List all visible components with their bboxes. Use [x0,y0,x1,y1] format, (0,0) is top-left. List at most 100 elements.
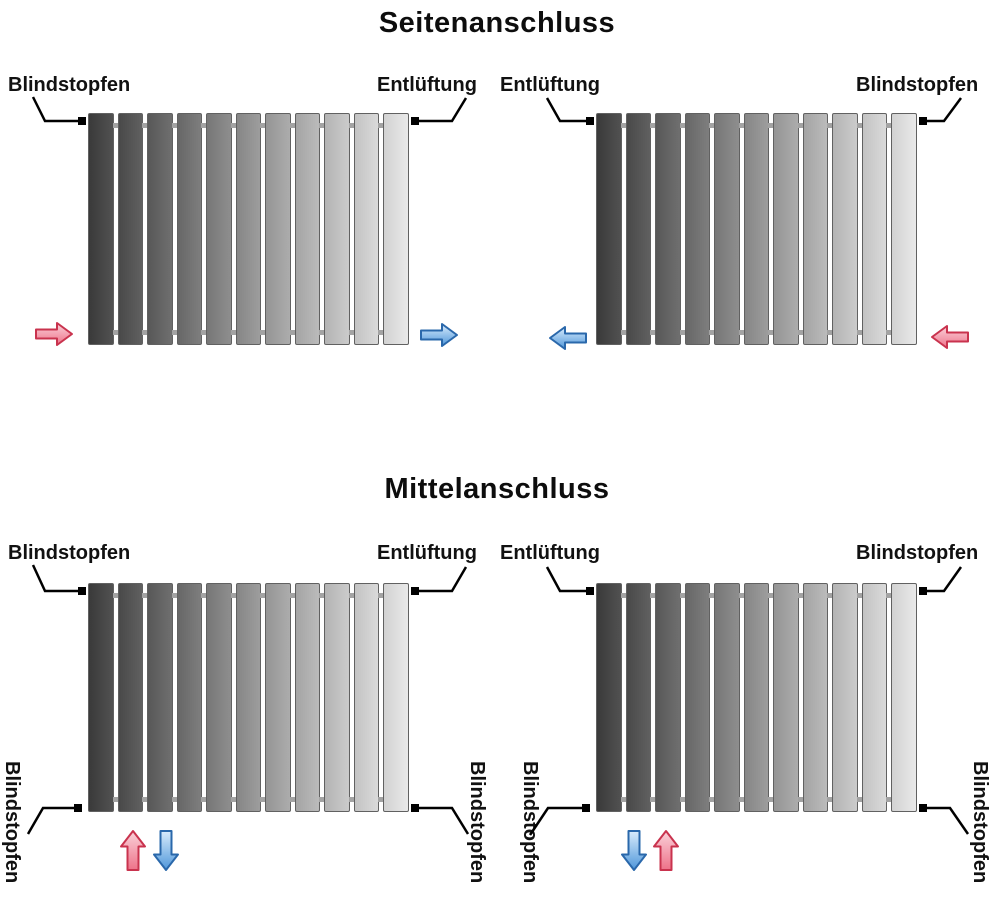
panel-connector-nub [679,797,685,802]
cool-outflow-down-arrow-icon [621,830,647,871]
panel-connector-nub [378,123,384,128]
panel-connector-nub [886,797,892,802]
radiator-panel [625,583,656,812]
radiator-panel [891,113,918,345]
label-blind-plug: Blindstopfen [8,74,131,96]
label-blind-plug-vertical: Blindstopfen [969,761,991,884]
plug-marker [919,804,927,812]
radiator-panel [117,113,148,345]
radiator-panel [861,583,892,812]
panel-connector-nub [620,593,626,598]
panel-connector-nub [620,797,626,802]
radiator-panel [383,583,410,812]
radiator-panel [265,113,295,345]
panel-connector-nub [319,123,325,128]
panel-connector-nub [142,123,148,128]
panel-connector-nub [650,797,656,802]
radiator-panel [773,113,803,345]
panel-connector-nub [319,797,325,802]
radiator-panel [147,113,177,345]
section-title-mittelanschluss: Mittelanschluss [384,473,610,505]
panel-connector-nub [289,330,295,335]
radiator-panel [88,113,118,345]
radiator-seiten-right [596,113,918,345]
radiator-panel [324,583,354,812]
panel-connector-nub [230,330,236,335]
label-blind-plug: Blindstopfen [856,74,979,96]
panel-connector-nub [348,797,354,802]
leader-line [26,806,74,835]
label-vent: Entlüftung [500,74,600,96]
label-blind-plug-vertical: Blindstopfen [1,761,23,884]
radiator-panel [714,583,744,812]
radiator-panel [861,113,892,345]
plug-marker [411,117,419,125]
radiator-seiten-left [88,113,410,345]
label-vent: Entlüftung [377,74,477,96]
panel-connector-nub [768,330,774,335]
panel-connector-nub [142,593,148,598]
panel-connector-nub [827,797,833,802]
radiator-panel [684,113,715,345]
plug-marker [74,804,82,812]
panel-connector-nub [142,330,148,335]
label-vent: Entlüftung [500,542,600,564]
radiator-panel [176,113,207,345]
radiator-panel [324,113,354,345]
hot-inflow-up-arrow-icon [120,830,146,871]
panel-connector-nub [289,123,295,128]
panel-connector-nub [378,797,384,802]
panel-connector-nub [201,593,207,598]
label-blind-plug: Blindstopfen [856,542,979,564]
radiator-panel [891,583,918,812]
leader-line [927,806,970,835]
radiator-panel [294,583,325,812]
leader-line [927,566,963,593]
panel-connector-nub [797,330,803,335]
panel-connector-nub [171,123,177,128]
radiator-panel [353,583,384,812]
radiator-panel [383,113,410,345]
panel-connector-nub [738,797,744,802]
cool-outflow-left-arrow-icon [549,326,587,350]
panel-connector-nub [650,123,656,128]
panel-connector-nub [827,330,833,335]
panel-connector-nub [230,593,236,598]
panel-connector-nub [650,330,656,335]
radiator-panel [832,583,862,812]
panel-connector-nub [679,123,685,128]
leader-line [31,564,78,593]
panel-connector-nub [112,123,118,128]
panel-connector-nub [230,797,236,802]
section-title-seitenanschluss: Seitenanschluss [378,7,616,39]
panel-connector-nub [201,123,207,128]
plug-marker [78,117,86,125]
leader-line [545,566,586,593]
leader-line [545,97,586,123]
leader-line [419,806,470,835]
radiator-panel [743,113,774,345]
panel-connector-nub [797,797,803,802]
panel-connector-nub [201,330,207,335]
radiator-panel [714,113,744,345]
panel-connector-nub [709,593,715,598]
panel-connector-nub [289,593,295,598]
panel-connector-nub [827,593,833,598]
leader-line [419,566,468,593]
panel-connector-nub [230,123,236,128]
radiator-panel [117,583,148,812]
panel-connector-nub [378,330,384,335]
radiator-mittel-left [88,583,410,812]
panel-connector-nub [260,123,266,128]
radiator-panel [206,583,236,812]
plug-marker [919,587,927,595]
radiator-panel [353,113,384,345]
panel-connector-nub [679,593,685,598]
panel-connector-nub [709,123,715,128]
panel-connector-nub [201,797,207,802]
panel-connector-nub [827,123,833,128]
plug-marker [919,117,927,125]
panel-connector-nub [142,797,148,802]
panel-connector-nub [709,330,715,335]
